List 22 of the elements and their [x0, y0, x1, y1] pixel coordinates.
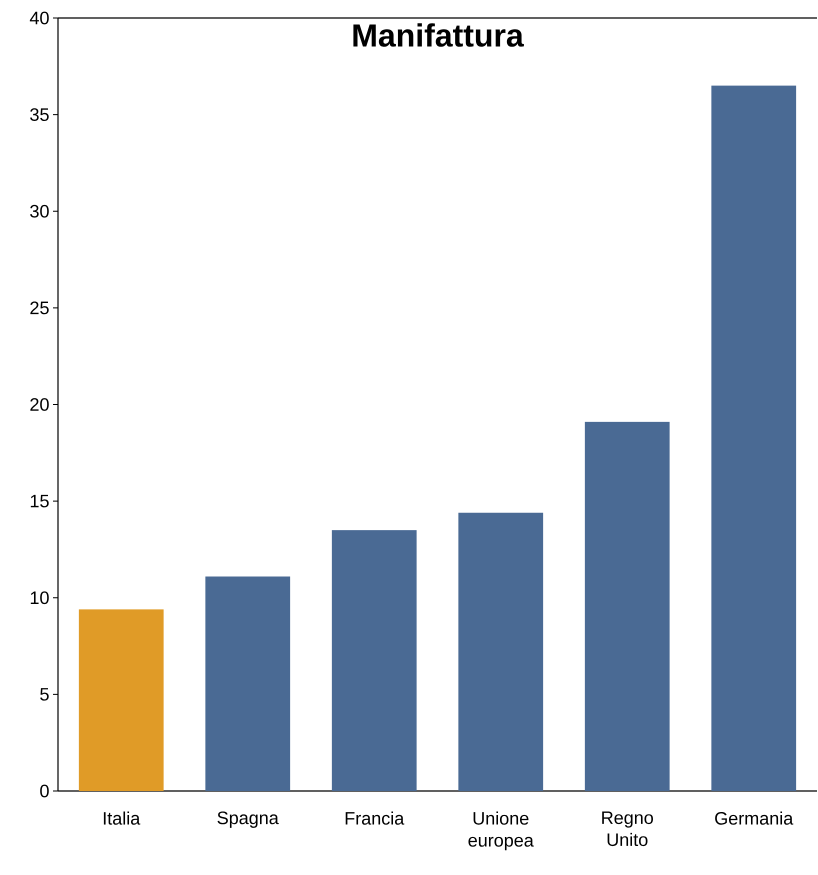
y-tick-label: 15: [31, 494, 49, 508]
x-tick-label: Francia: [346, 812, 404, 825]
bar: [206, 576, 290, 791]
y-tick-label: 0: [40, 784, 49, 798]
y-tick-label: 10: [31, 591, 49, 604]
x-tick-label: Italia: [104, 812, 140, 825]
x-tick-label: Unione europea: [468, 812, 534, 850]
chart-title: Manifattura: [354, 23, 524, 47]
x-tick-label: Spagna: [218, 812, 279, 828]
x-tick-label: Germania: [715, 812, 794, 825]
y-tick-label: 35: [30, 108, 49, 121]
y-tick-label: 25: [30, 302, 49, 314]
y-tick-label: 40: [30, 12, 49, 24]
y-tick-label: 20: [30, 398, 49, 411]
y-tick-label: 30: [30, 204, 49, 218]
x-tick-label: Regno Unito: [602, 812, 654, 846]
bar: [585, 422, 670, 791]
bar: [458, 512, 544, 791]
bar: [332, 530, 417, 791]
bar: [79, 609, 164, 791]
y-tick-label: 5: [40, 688, 49, 701]
bar: [712, 86, 796, 791]
